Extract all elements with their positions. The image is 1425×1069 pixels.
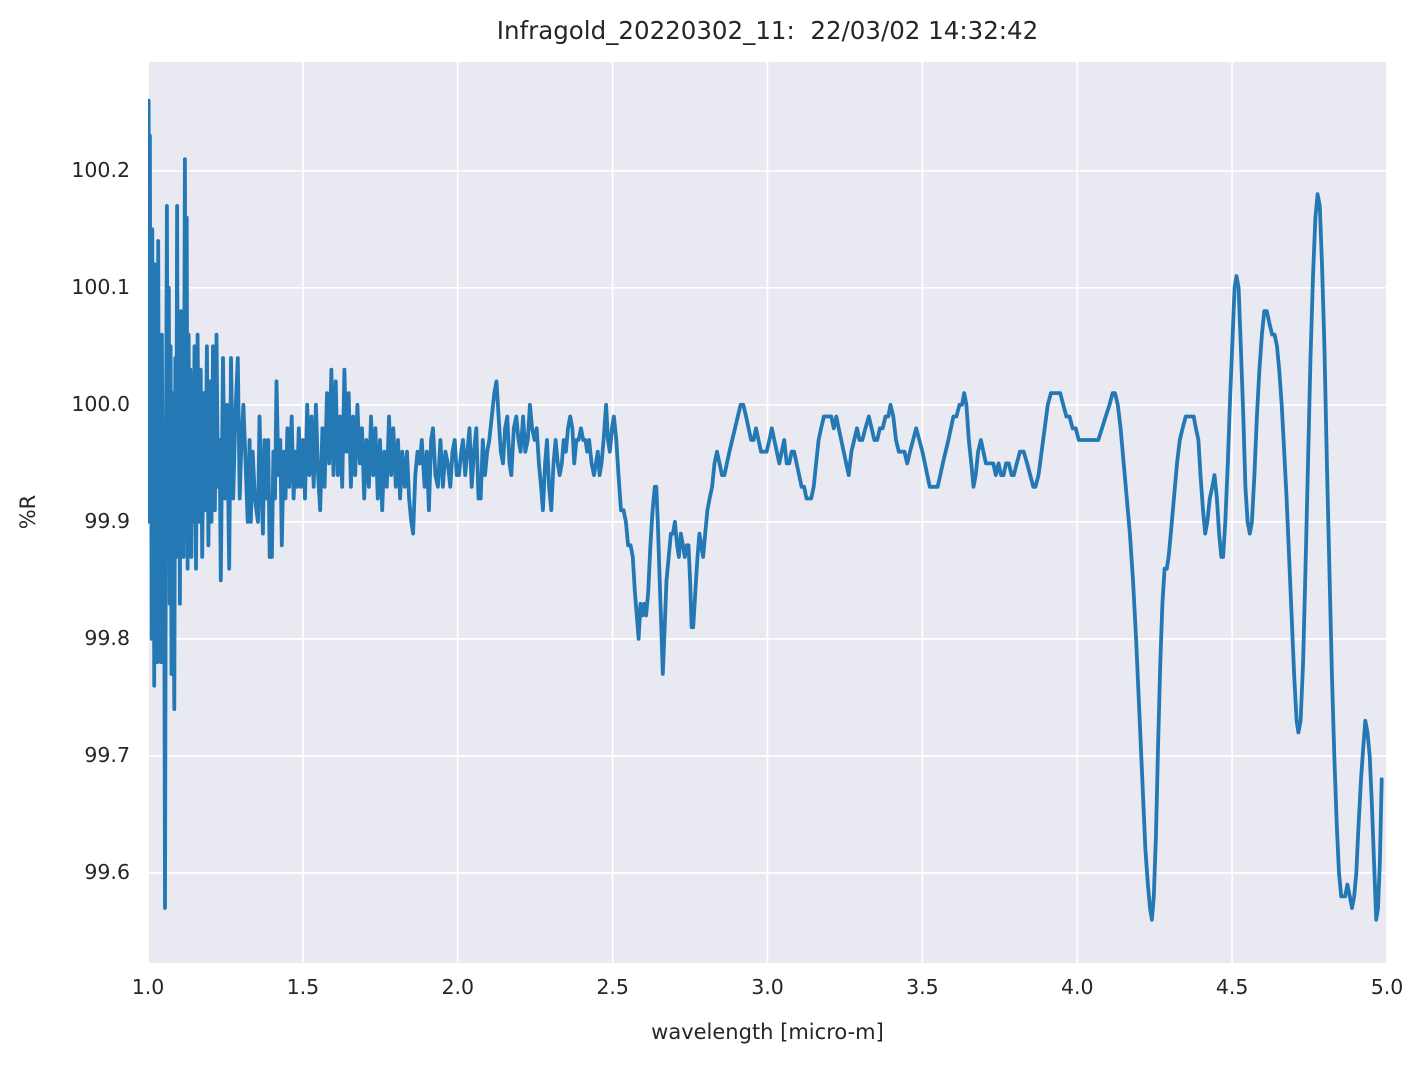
y-tick-label: 99.8 [84,625,130,650]
y-tick-label: 99.7 [84,742,130,767]
y-tick-label: 100.0 [71,391,130,416]
plot-area [148,62,1387,963]
x-tick-label: 4.5 [1215,975,1249,999]
x-tick-label: 1.0 [131,975,165,999]
x-tick-label: 2.5 [596,975,629,999]
y-tick-label: 99.6 [84,859,130,884]
spectrum-line [148,98,1384,922]
chart-title: Infragold_20220302_11: 22/03/02 14:32:42 [496,16,1039,45]
x-tick-label: 3.5 [906,975,939,999]
x-tick-label: 1.5 [286,975,320,999]
x-tick-label: 3.0 [751,975,784,999]
y-tick-label: 100.2 [71,157,130,182]
x-axis-label: wavelength [micro-m] [651,1020,884,1044]
x-tick-label: 5.0 [1370,975,1404,999]
y-tick-label: 100.1 [71,274,130,299]
x-tick-label: 2.0 [441,975,475,999]
y-tick-label: 99.9 [84,508,130,533]
x-tick-label: 4.0 [1060,975,1094,999]
line-chart [148,62,1387,963]
